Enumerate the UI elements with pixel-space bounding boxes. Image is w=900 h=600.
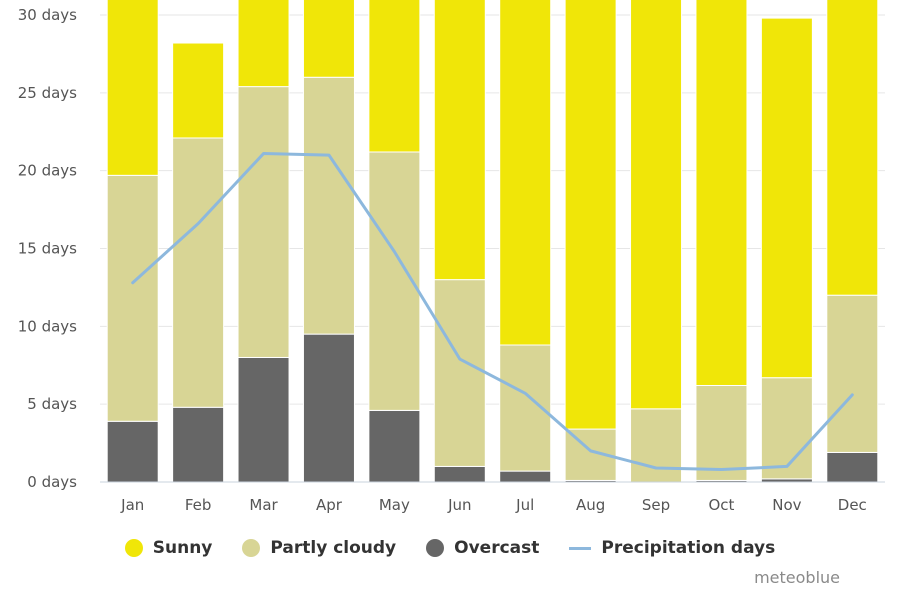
x-tick-label: Feb [185,496,212,514]
x-tick-label: Jun [447,496,471,514]
bar-partly-cloudy[interactable] [826,294,879,453]
bar-overcast[interactable] [433,465,486,483]
legend-label-overcast: Overcast [454,538,540,558]
precipitation-line-layer [131,152,854,472]
bar-overcast[interactable] [368,409,421,483]
bar-overcast[interactable] [826,451,879,483]
legend-label-precipitation-days: Precipitation days [601,538,776,558]
y-tick-label: 5 days [27,395,77,413]
legend-label-partly-cloudy: Partly cloudy [270,538,397,558]
x-tick-label: Jan [120,496,144,514]
bar-sunny[interactable] [172,42,225,139]
bar-sunny[interactable] [499,0,552,346]
bar-sunny[interactable] [368,0,421,153]
stacked-bars [106,0,879,483]
y-tick-label: 25 days [18,84,77,102]
bar-sunny[interactable] [695,0,748,386]
bar-sunny[interactable] [760,17,813,379]
precipitation-days-line[interactable] [131,152,854,472]
bar-overcast[interactable] [302,333,355,483]
bar-partly-cloudy[interactable] [760,377,813,480]
bar-partly-cloudy[interactable] [172,137,225,408]
bar-overcast[interactable] [172,406,225,483]
x-tick-label: Nov [772,496,801,514]
x-tick-label: Aug [576,496,605,514]
x-tick-label: Jul [515,496,534,514]
legend-item-sunny[interactable]: Sunny [124,538,213,558]
sunny-dot-icon [124,539,143,557]
precipitation-line-icon [569,546,592,550]
bar-partly-cloudy[interactable] [237,86,290,358]
bar-overcast[interactable] [499,470,552,483]
meteoblue-credit[interactable]: meteoblue [754,568,840,587]
bar-partly-cloudy[interactable] [106,174,159,422]
legend-item-precipitation-days[interactable]: Precipitation days [569,538,775,558]
y-tick-label: 10 days [18,317,77,335]
legend-item-overcast[interactable]: Overcast [426,538,539,558]
bar-partly-cloudy[interactable] [695,384,748,481]
legend: Sunny Partly cloudy Overcast Precipitati… [0,538,900,558]
legend-item-partly-cloudy[interactable]: Partly cloudy [242,538,396,558]
bar-partly-cloudy[interactable] [630,408,683,483]
overcast-dot-icon [426,539,445,557]
legend-label-sunny: Sunny [152,538,213,558]
chart-plot: 0 days 5 days 10 days 15 days 20 days 25 days… [18,0,885,514]
bar-partly-cloudy[interactable] [433,279,486,467]
y-tick-label: 20 days [18,162,77,180]
bar-sunny[interactable] [826,0,879,296]
bar-overcast[interactable] [106,420,159,483]
axes: 0 days 5 days 10 days 15 days 20 days 25 days… [18,6,885,514]
x-tick-label: Dec [838,496,867,514]
gridlines [100,14,885,483]
y-tick-label: 30 days [18,6,77,24]
bar-sunny[interactable] [237,0,290,88]
x-tick-label: Apr [316,496,343,514]
y-tick-label: 0 days [27,473,77,491]
bar-sunny[interactable] [630,0,683,410]
bar-partly-cloudy[interactable] [302,76,355,335]
y-tick-label: 15 days [18,240,77,258]
bar-overcast[interactable] [237,356,290,483]
partly-cloudy-dot-icon [242,539,261,557]
x-tick-label: Mar [249,496,278,514]
x-tick-label: May [379,496,410,514]
bar-sunny[interactable] [564,0,617,430]
bar-sunny[interactable] [106,0,159,176]
x-tick-label: Oct [708,496,734,514]
x-tick-label: Sep [642,496,670,514]
bar-sunny[interactable] [302,0,355,78]
bar-sunny[interactable] [433,0,486,281]
